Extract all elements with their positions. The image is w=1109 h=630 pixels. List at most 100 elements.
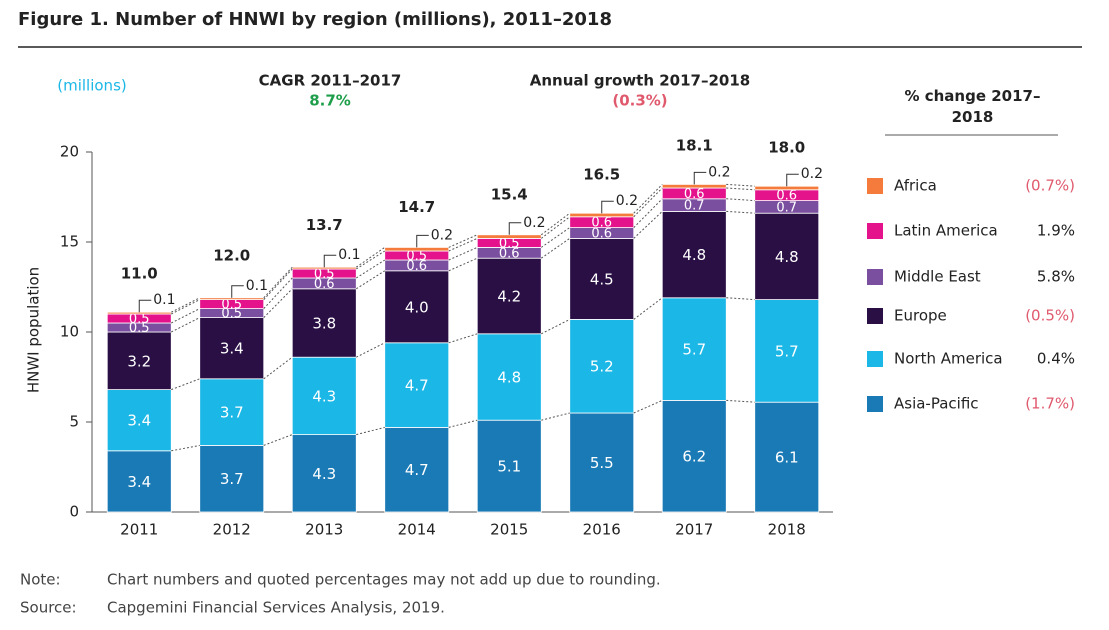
annotation-label: CAGR 2011–2017 bbox=[259, 72, 402, 90]
data-label: 0.5 bbox=[406, 249, 427, 264]
legend-change: (1.7%) bbox=[1025, 395, 1075, 413]
callout-line bbox=[416, 234, 429, 248]
bar-segment bbox=[754, 212, 820, 300]
data-label: 6.2 bbox=[682, 448, 706, 466]
total-label: 16.5 bbox=[583, 166, 620, 184]
connector bbox=[633, 211, 663, 239]
connector bbox=[448, 237, 478, 252]
data-label: 0.5 bbox=[221, 298, 242, 313]
data-label: 4.8 bbox=[682, 246, 706, 264]
connector bbox=[355, 246, 386, 268]
data-label: 5.2 bbox=[590, 358, 614, 376]
total-label: 18.0 bbox=[768, 139, 805, 157]
connector bbox=[633, 184, 663, 214]
data-label: 0.2 bbox=[708, 164, 730, 180]
callout-line bbox=[508, 222, 522, 235]
legend-swatch bbox=[867, 269, 883, 285]
data-label: 4.8 bbox=[497, 369, 521, 387]
data-label: 3.7 bbox=[220, 404, 244, 422]
data-label: 4.7 bbox=[405, 377, 429, 395]
connector bbox=[540, 237, 571, 259]
connector bbox=[726, 210, 755, 214]
connector bbox=[448, 333, 478, 344]
data-label: 0.6 bbox=[406, 259, 427, 274]
connector bbox=[726, 399, 755, 403]
callout-line bbox=[693, 171, 707, 185]
connector bbox=[263, 288, 293, 318]
connector bbox=[356, 426, 385, 436]
legend-change: (0.7%) bbox=[1025, 177, 1075, 195]
total-label: 18.1 bbox=[676, 137, 713, 155]
connector bbox=[633, 297, 663, 320]
callout-line bbox=[601, 200, 614, 214]
legend-change: 0.4% bbox=[1037, 350, 1075, 368]
bar-segment bbox=[384, 342, 450, 428]
data-label: 0.6 bbox=[684, 187, 705, 202]
x-tick-label: 2011 bbox=[120, 521, 158, 539]
data-label: 4.8 bbox=[775, 248, 799, 266]
connector bbox=[448, 234, 478, 248]
x-tick-label: 2015 bbox=[490, 521, 528, 539]
data-label: 0.2 bbox=[616, 193, 638, 209]
connector bbox=[171, 297, 200, 313]
data-label: 5.7 bbox=[682, 341, 706, 359]
bar-segment bbox=[106, 389, 172, 452]
connector bbox=[726, 297, 755, 301]
x-tick-label: 2012 bbox=[213, 521, 251, 539]
bar-segment bbox=[199, 317, 265, 380]
data-label: 0.2 bbox=[431, 227, 453, 243]
connector bbox=[263, 277, 293, 309]
legend-swatch bbox=[867, 223, 883, 239]
legend-title: % change 2017–2018 bbox=[904, 87, 1041, 126]
annotation-label: Annual growth 2017–2018 bbox=[530, 72, 751, 90]
bar-segment bbox=[661, 210, 727, 299]
legend-swatch bbox=[867, 396, 883, 412]
total-label: 13.7 bbox=[306, 216, 343, 234]
data-label: 3.8 bbox=[312, 315, 336, 333]
callout-line bbox=[231, 285, 244, 298]
bar-segment bbox=[291, 266, 357, 270]
y-tick-label: 15 bbox=[60, 233, 79, 251]
connector bbox=[540, 212, 571, 236]
connector bbox=[171, 444, 200, 452]
data-label: 0.1 bbox=[246, 278, 268, 294]
data-label: 3.4 bbox=[127, 412, 151, 430]
connector bbox=[356, 342, 385, 358]
data-label: 3.4 bbox=[220, 340, 244, 358]
bar-segment bbox=[661, 183, 727, 189]
unit-note: (millions) bbox=[57, 77, 127, 95]
connector bbox=[355, 250, 386, 270]
data-label: 3.7 bbox=[220, 470, 244, 488]
connector bbox=[263, 434, 293, 446]
bar-segment bbox=[199, 297, 265, 300]
connector bbox=[540, 227, 571, 248]
bar-segment bbox=[661, 399, 727, 513]
data-label: 0.5 bbox=[221, 307, 242, 322]
data-label: 0.1 bbox=[153, 292, 175, 308]
legend-swatch bbox=[867, 351, 883, 367]
total-label: 11.0 bbox=[121, 265, 158, 283]
data-label: 3.2 bbox=[127, 352, 151, 370]
connector bbox=[633, 198, 663, 228]
y-tick-label: 5 bbox=[69, 413, 79, 431]
connector bbox=[541, 318, 570, 335]
legend-swatch bbox=[867, 308, 883, 324]
x-tick-label: 2017 bbox=[675, 521, 713, 539]
data-label: 4.3 bbox=[312, 465, 336, 483]
data-label: 0.5 bbox=[314, 267, 335, 282]
bar-segment bbox=[661, 297, 727, 401]
chart-title: Figure 1. Number of HNWI by region (mill… bbox=[18, 9, 612, 30]
connector bbox=[633, 399, 663, 414]
total-label: 14.7 bbox=[398, 198, 435, 216]
data-label: 4.5 bbox=[590, 270, 614, 288]
bar-segment bbox=[199, 444, 265, 513]
data-label: 0.5 bbox=[129, 321, 150, 336]
connector bbox=[355, 270, 386, 290]
x-tick-label: 2016 bbox=[583, 521, 621, 539]
data-label: 0.6 bbox=[776, 189, 797, 204]
legend-label: Africa bbox=[894, 177, 937, 195]
connector bbox=[171, 299, 200, 315]
callout-line bbox=[138, 299, 152, 313]
legend-change: 5.8% bbox=[1037, 268, 1075, 286]
